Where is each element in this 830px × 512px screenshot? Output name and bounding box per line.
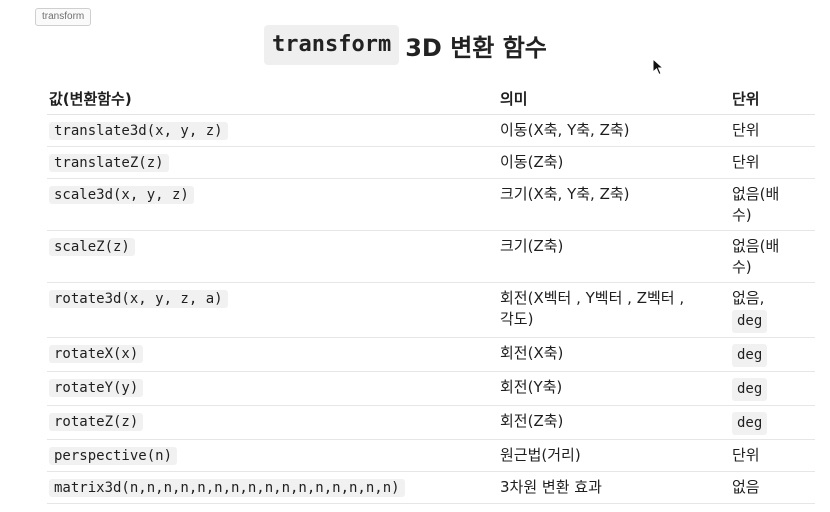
meaning-cell: 이동(Z축) (498, 146, 730, 179)
unit-text: 단위 (732, 152, 760, 171)
table-row: scale3d(x, y, z) 크기(X축, Y축, Z축) 없음(배 수) (47, 178, 815, 231)
function-code: perspective(n) (49, 446, 178, 465)
title-text: 3D 변환 함수 (405, 33, 547, 62)
table-row: matrix3d(n,n,n,n,n,n,n,n,n,n,n,n,n,n,n,n… (47, 471, 815, 504)
unit-cell: deg (730, 405, 815, 440)
value-cell: rotateZ(z) (47, 405, 498, 440)
unit-code: deg (732, 411, 768, 435)
unit-cell: 없음, deg (730, 282, 815, 338)
unit-text: 단위 (732, 120, 760, 139)
header-unit: 단위 (730, 84, 815, 115)
meaning-cell: 회전(Z축) (498, 405, 730, 440)
meaning-cell: 원근법(거리) (498, 439, 730, 472)
page-title: transform 3D 변환 함수 (264, 25, 547, 65)
table-row: rotateZ(z) 회전(Z축) deg (47, 405, 815, 440)
function-code: matrix3d(n,n,n,n,n,n,n,n,n,n,n,n,n,n,n,n… (49, 478, 405, 497)
table-row: rotate3d(x, y, z, a) 회전(X벡터 , Y벡터 , Z벡터 ,… (47, 282, 815, 338)
table-row: scaleZ(z) 크기(Z축) 없음(배 수) (47, 230, 815, 283)
unit-cell: 없음(배 수) (730, 230, 815, 283)
value-cell: translate3d(x, y, z) (47, 114, 498, 147)
function-code: rotateX(x) (49, 344, 144, 363)
value-cell: perspective(n) (47, 439, 498, 472)
function-code: translateZ(z) (49, 153, 169, 172)
unit-text: 없음(배 수) (732, 184, 780, 224)
value-cell: translateZ(z) (47, 146, 498, 179)
function-code: rotateY(y) (49, 378, 144, 397)
meaning-cell: 회전(X축) (498, 337, 730, 372)
function-code: rotateZ(z) (49, 412, 144, 431)
function-code: translate3d(x, y, z) (49, 121, 228, 140)
unit-cell: 단위 (730, 114, 815, 147)
value-cell: rotateX(x) (47, 337, 498, 372)
value-cell: scale3d(x, y, z) (47, 178, 498, 231)
table-row: translate3d(x, y, z) 이동(X축, Y축, Z축) 단위 (47, 114, 815, 147)
header-meaning: 의미 (498, 84, 730, 115)
function-code: scale3d(x, y, z) (49, 185, 194, 204)
unit-text: 단위 (732, 445, 760, 464)
meaning-cell: 크기(X축, Y축, Z축) (498, 178, 730, 231)
unit-code: deg (732, 377, 768, 401)
value-cell: rotate3d(x, y, z, a) (47, 282, 498, 338)
table-row: rotateX(x) 회전(X축) deg (47, 337, 815, 372)
title-code: transform (264, 25, 400, 65)
unit-cell: deg (730, 337, 815, 372)
unit-cell: 없음(배 수) (730, 178, 815, 231)
header-value: 값(변환함수) (47, 84, 498, 115)
table-header-row: 값(변환함수) 의미 단위 (47, 84, 815, 115)
table-row: translateZ(z) 이동(Z축) 단위 (47, 146, 815, 179)
unit-cell: 없음 (730, 471, 815, 504)
meaning-cell: 크기(Z축) (498, 230, 730, 283)
value-cell: rotateY(y) (47, 371, 498, 406)
function-code: rotate3d(x, y, z, a) (49, 289, 228, 308)
unit-code: deg (732, 309, 768, 333)
table-row: rotateY(y) 회전(Y축) deg (47, 371, 815, 406)
unit-text: 없음 (732, 477, 760, 496)
mouse-cursor-icon (652, 58, 665, 76)
transform-tag-chip[interactable]: transform (35, 8, 92, 26)
table-row: perspective(n) 원근법(거리) 단위 (47, 439, 815, 472)
unit-cell: 단위 (730, 146, 815, 179)
unit-text: 없음, (732, 288, 765, 307)
unit-code: deg (732, 343, 768, 367)
meaning-cell: 회전(Y축) (498, 371, 730, 406)
unit-cell: deg (730, 371, 815, 406)
meaning-cell: 회전(X벡터 , Y벡터 , Z벡터 , 각도) (498, 282, 730, 338)
unit-text: 없음(배 수) (732, 236, 780, 276)
unit-cell: 단위 (730, 439, 815, 472)
value-cell: matrix3d(n,n,n,n,n,n,n,n,n,n,n,n,n,n,n,n… (47, 471, 498, 504)
meaning-cell: 이동(X축, Y축, Z축) (498, 114, 730, 147)
function-code: scaleZ(z) (49, 237, 135, 256)
value-cell: scaleZ(z) (47, 230, 498, 283)
meaning-cell: 3차원 변환 효과 (498, 471, 730, 504)
transform-functions-table: 값(변환함수) 의미 단위 translate3d(x, y, z) 이동(X축,… (47, 84, 815, 504)
